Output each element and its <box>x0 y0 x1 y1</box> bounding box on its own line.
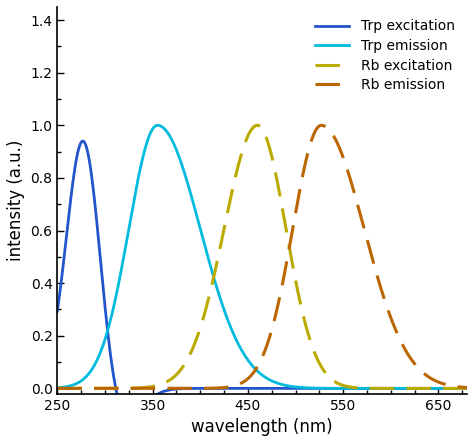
Line: Trp emission: Trp emission <box>57 125 467 389</box>
Trp emission <box>229 329 235 334</box>
Rb emission <box>126 386 131 391</box>
Trp emission <box>464 386 470 391</box>
Trp excitation <box>212 386 218 391</box>
Trp excitation <box>412 386 418 391</box>
Trp excitation <box>127 415 132 420</box>
Trp emission <box>412 386 418 391</box>
Trp excitation <box>101 296 107 301</box>
Rb emission <box>211 385 217 391</box>
Trp excitation <box>456 386 462 391</box>
X-axis label: wavelength (nm): wavelength (nm) <box>191 418 333 436</box>
Trp excitation <box>464 386 470 391</box>
Rb emission <box>412 361 418 367</box>
Legend: Trp excitation, Trp emission, Rb excitation, Rb emission: Trp excitation, Trp emission, Rb excitat… <box>309 14 460 97</box>
Line: Rb excitation: Rb excitation <box>57 125 467 389</box>
Rb excitation <box>456 386 462 391</box>
Trp excitation <box>80 138 86 144</box>
Rb excitation <box>255 123 260 128</box>
Trp emission <box>55 385 60 390</box>
Line: Trp excitation: Trp excitation <box>57 141 467 417</box>
Rb emission <box>101 386 107 391</box>
Trp emission <box>155 123 160 128</box>
Rb emission <box>55 386 60 391</box>
Rb excitation <box>464 386 470 391</box>
Rb emission <box>456 384 462 389</box>
Line: Rb emission: Rb emission <box>57 125 467 389</box>
Rb excitation <box>229 188 235 194</box>
Y-axis label: intensity (a.u.): intensity (a.u.) <box>7 140 25 261</box>
Rb excitation <box>126 385 131 391</box>
Trp emission <box>126 229 131 234</box>
Trp excitation <box>55 308 60 314</box>
Rb emission <box>319 123 324 128</box>
Trp excitation <box>126 415 131 420</box>
Rb excitation <box>412 386 418 391</box>
Rb excitation <box>101 386 107 391</box>
Trp emission <box>101 339 107 345</box>
Rb excitation <box>211 271 217 276</box>
Rb excitation <box>55 386 60 391</box>
Trp excitation <box>229 386 235 391</box>
Trp emission <box>212 278 218 283</box>
Trp emission <box>456 386 462 391</box>
Rb emission <box>229 384 235 389</box>
Rb emission <box>464 385 470 390</box>
